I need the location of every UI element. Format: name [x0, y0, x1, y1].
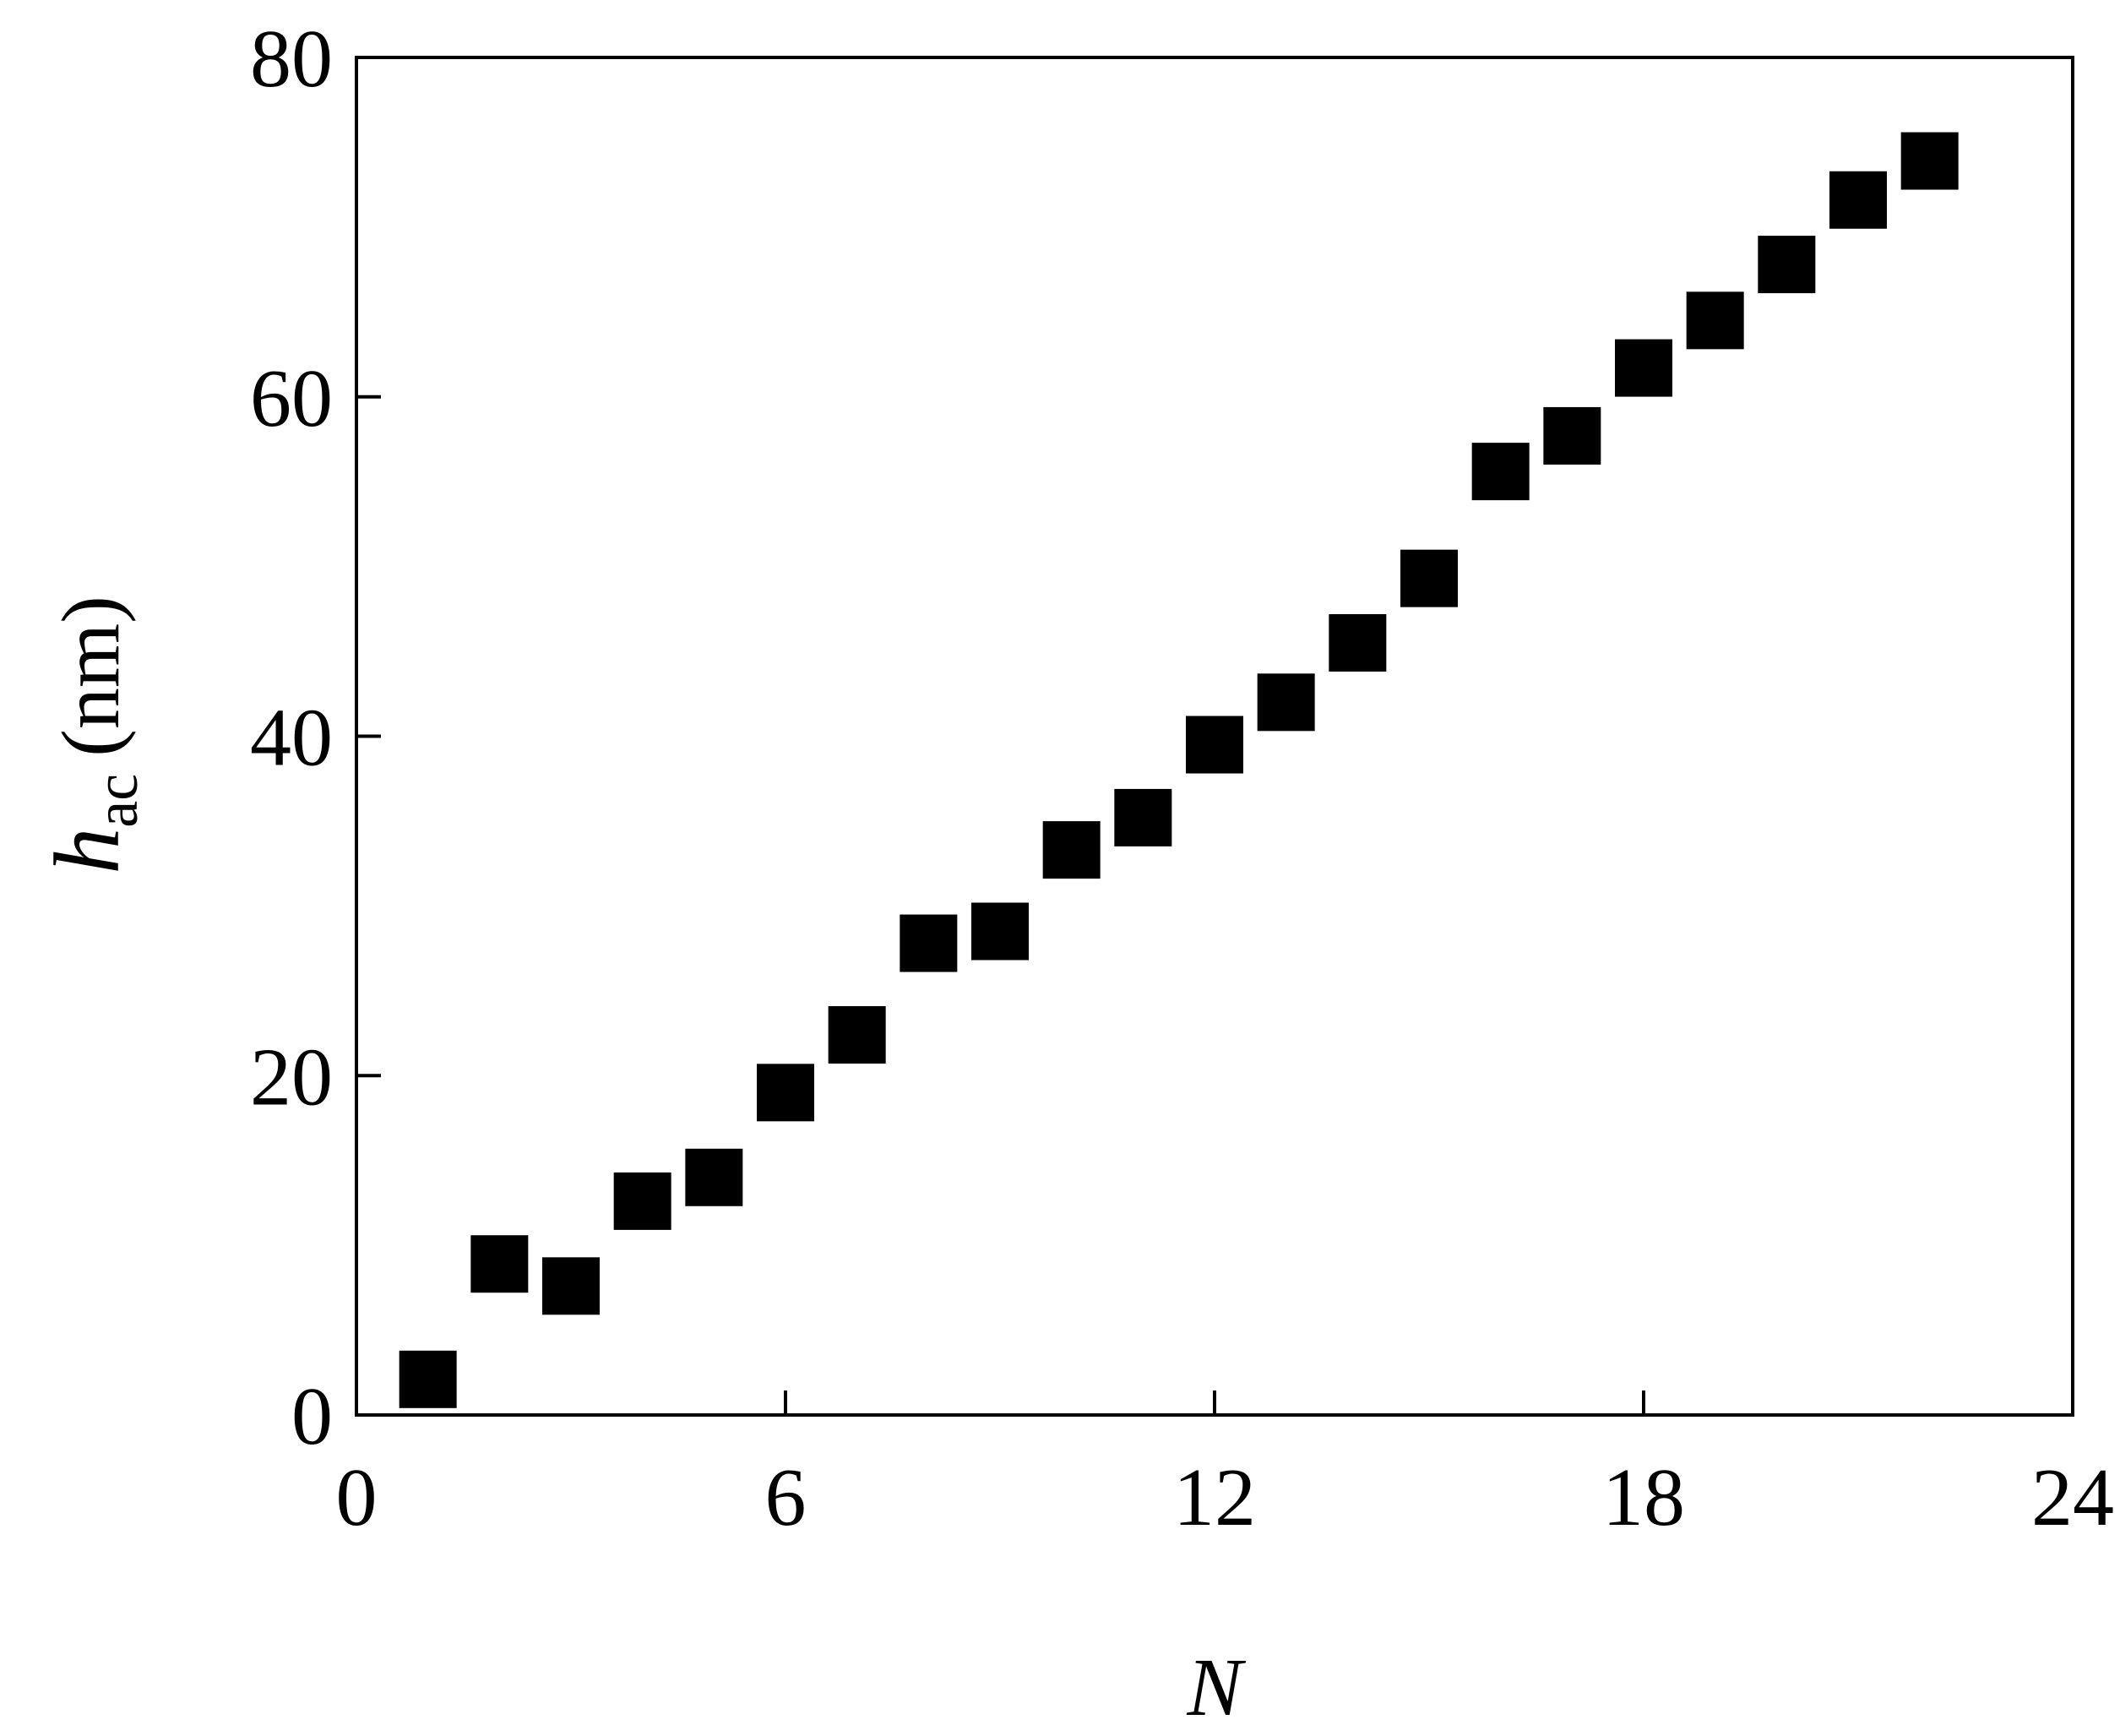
marker	[1186, 716, 1243, 774]
marker	[399, 1350, 457, 1408]
marker	[1686, 291, 1744, 350]
marker	[1471, 443, 1530, 501]
marker	[1257, 673, 1315, 732]
x-tick-label: 6	[765, 1452, 807, 1543]
y-tick-label: 0	[291, 1371, 333, 1462]
marker	[542, 1257, 600, 1315]
x-tick-label: 18	[1602, 1452, 1685, 1543]
marker	[1400, 549, 1458, 607]
marker	[828, 1006, 886, 1064]
marker	[1900, 132, 1959, 190]
marker	[1615, 339, 1672, 397]
x-axis-label: N	[1186, 1642, 1246, 1733]
y-tick-label: 20	[250, 1031, 333, 1123]
y-label-unit: (nm)	[46, 596, 137, 757]
y-label-sub: ac	[83, 774, 150, 828]
y-tick-label: 80	[250, 14, 333, 105]
marker	[613, 1172, 671, 1230]
marker	[1329, 614, 1387, 672]
marker	[685, 1148, 743, 1206]
marker	[1543, 406, 1601, 465]
marker	[1114, 788, 1172, 846]
y-label-main: h	[35, 828, 139, 874]
x-tick-label: 12	[1173, 1452, 1256, 1543]
marker	[1042, 821, 1101, 879]
marker	[757, 1064, 814, 1122]
marker	[900, 914, 958, 972]
marker	[1758, 236, 1816, 294]
marker	[1829, 171, 1887, 229]
x-tick-label: 0	[336, 1452, 378, 1543]
marker	[470, 1235, 529, 1293]
y-tick-label: 60	[250, 353, 333, 444]
marker	[971, 902, 1029, 961]
y-axis-label: hac (nm)	[35, 596, 150, 873]
y-tick-label: 40	[250, 693, 333, 784]
x-tick-label: 24	[2031, 1452, 2114, 1543]
